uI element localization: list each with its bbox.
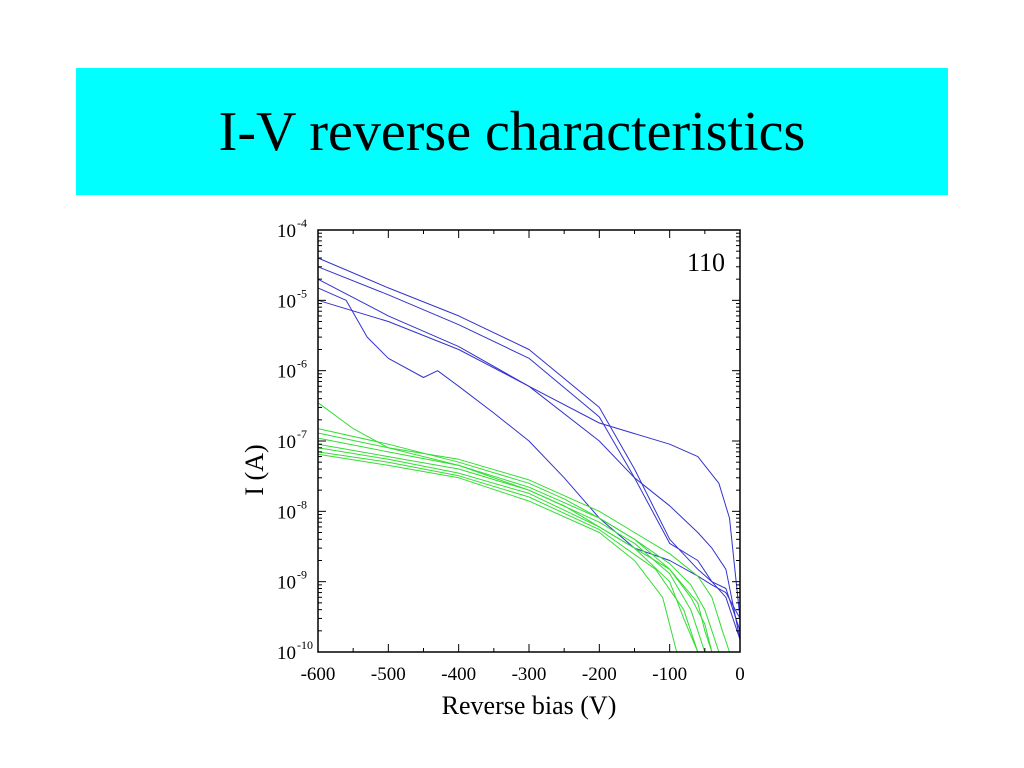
series-line-green-11 — [317, 447, 699, 653]
series-line-green-13 — [317, 453, 678, 653]
y-tick-label-base: 10 — [277, 573, 296, 594]
x-axis-title: Reverse bias (V) — [442, 691, 617, 720]
series-line-blue-4 — [317, 299, 741, 619]
x-tick-label: -400 — [441, 664, 476, 685]
y-tick-label-base: 10 — [277, 643, 296, 664]
x-tick-label: -300 — [512, 664, 547, 685]
series-line-blue-3 — [317, 278, 741, 640]
x-tick-labels: -600 -500 -400 -300 -200 -100 0 — [301, 664, 745, 685]
series-layer — [317, 257, 741, 653]
series-line-blue-2 — [317, 266, 741, 640]
series-line-green-9 — [317, 437, 713, 653]
y-tick-label-exponent: -10 — [297, 638, 313, 652]
y-tick-label-exponent: -6 — [297, 357, 307, 371]
series-line-green-12 — [317, 451, 699, 653]
ticks-layer — [317, 229, 741, 653]
x-tick-label: -200 — [582, 664, 617, 685]
series-line-blue-5 — [317, 287, 741, 619]
x-tick-label: -600 — [301, 664, 336, 685]
x-tick-label: -100 — [652, 664, 687, 685]
y-tick-label-exponent: -9 — [297, 568, 307, 582]
slide-title: I-V reverse characteristics — [218, 100, 806, 163]
y-tick-label-base: 10 — [277, 432, 296, 453]
y-tick-label-base: 10 — [277, 362, 296, 383]
title-banner: I-V reverse characteristics — [76, 68, 948, 195]
series-line-green-10 — [317, 443, 706, 653]
y-tick-label-base: 10 — [277, 291, 296, 312]
y-tick-label-exponent: -8 — [297, 497, 307, 511]
y-tick-label-exponent: -5 — [297, 286, 307, 300]
chart-annotation: 110 — [687, 248, 725, 277]
y-tick-label-base: 10 — [277, 502, 296, 523]
y-tick-label-exponent: -7 — [297, 427, 307, 441]
y-tick-labels: 10-410-510-610-710-810-910-10 — [277, 216, 313, 664]
y-axis-title: I (A) — [240, 444, 269, 495]
series-line-green-8 — [317, 432, 730, 653]
series-line-green-7 — [317, 428, 720, 653]
series-line-blue-1 — [317, 257, 741, 631]
y-tick-label-exponent: -4 — [297, 216, 307, 230]
x-tick-label: 0 — [735, 664, 745, 685]
y-tick-label-base: 10 — [277, 221, 296, 242]
series-line-green-6 — [317, 402, 713, 653]
x-tick-label: -500 — [371, 664, 406, 685]
